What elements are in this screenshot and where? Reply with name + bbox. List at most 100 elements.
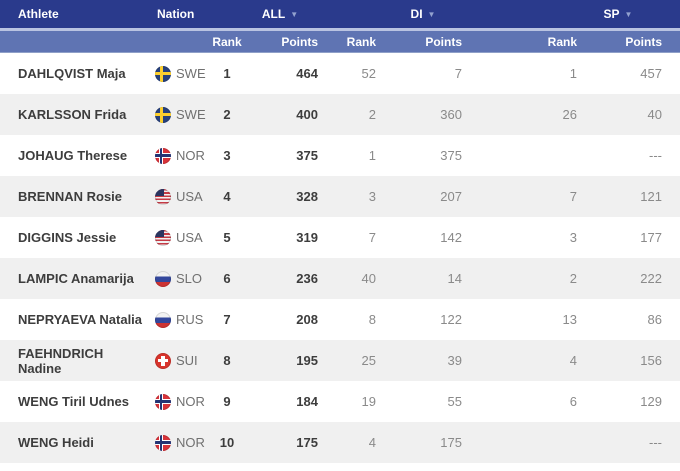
nation-cell: SWE: [148, 65, 212, 82]
all-rank-value: 2: [223, 107, 231, 122]
di-points-value: 375: [440, 148, 462, 163]
athlete-row[interactable]: LAMPIC Anamarija SLO 6 236 40 14 2 222: [0, 258, 680, 299]
athlete-row[interactable]: KARLSSON Frida SWE 2 400 2 360 26 40: [0, 94, 680, 135]
di-rank-value: 1: [368, 148, 376, 163]
athlete-row[interactable]: DAHLQVIST Maja SWE 1 464 52 7 1 457: [0, 53, 680, 94]
column-header-sp-sort[interactable]: SP ▼: [526, 7, 680, 21]
all-points-value: 319: [296, 230, 318, 245]
athlete-name: NEPRYAEVA Natalia: [18, 312, 143, 327]
all-points-value: 328: [296, 189, 318, 204]
sp-points-value: 40: [647, 107, 662, 122]
di-rank-value: 8: [368, 312, 376, 327]
nation-code: USA: [176, 189, 203, 204]
subheader-sp-points: Points: [625, 34, 662, 49]
flag-nor-icon: [155, 393, 171, 410]
sp-rank-value: 26: [562, 107, 577, 122]
athlete-name: KARLSSON Frida: [18, 107, 127, 122]
athlete-row[interactable]: JOHAUG Therese NOR 3 375 1 375 ---: [0, 135, 680, 176]
sp-points-value: 222: [640, 271, 662, 286]
all-points-value: 236: [296, 271, 318, 286]
flag-swe-icon: [155, 106, 171, 123]
sp-rank-value: 13: [562, 312, 577, 327]
nation-cell: NOR: [148, 393, 212, 410]
all-points-value: 464: [296, 66, 318, 81]
all-rank-value: 5: [223, 230, 231, 245]
di-rank-value: 2: [368, 107, 376, 122]
di-points-value: 14: [447, 271, 462, 286]
table-header-row: Athlete Nation ALL ▼ DI ▼ SP ▼: [0, 0, 680, 28]
nation-code: SUI: [176, 353, 198, 368]
di-points-value: 142: [440, 230, 462, 245]
athlete-row[interactable]: BRENNAN Rosie USA 4 328 3 207 7 121: [0, 176, 680, 217]
athlete-name: DIGGINS Jessie: [18, 230, 117, 245]
flag-usa-icon: [155, 229, 171, 246]
di-rank-value: 52: [361, 66, 376, 81]
nation-code: SWE: [176, 66, 206, 81]
athlete-name: DAHLQVIST Maja: [18, 66, 126, 81]
athlete-row[interactable]: NEPRYAEVA Natalia RUS 7 208 8 122 13 86: [0, 299, 680, 340]
di-points-value: 55: [447, 394, 462, 409]
flag-usa-icon: [155, 188, 171, 205]
subheader-sp-rank: Rank: [547, 34, 577, 49]
nation-cell: USA: [148, 188, 212, 205]
nation-code: SLO: [176, 271, 203, 286]
subheader-all-rank: Rank: [212, 34, 242, 49]
table-body: DAHLQVIST Maja SWE 1 464 52 7 1 457 KARL…: [0, 53, 680, 463]
athlete-row[interactable]: FAEHNDRICH Nadine SUI 8 195 25 39 4 156: [0, 340, 680, 381]
sp-points-value: 177: [640, 230, 662, 245]
flag-nor-icon: [155, 434, 171, 451]
all-points-value: 400: [296, 107, 318, 122]
nation-code: NOR: [176, 394, 205, 409]
sp-points-value: 121: [640, 189, 662, 204]
nation-cell: NOR: [148, 434, 212, 451]
di-label: DI: [410, 7, 423, 21]
sp-points-value: ---: [649, 148, 662, 163]
athlete-row[interactable]: WENG Tiril Udnes NOR 9 184 19 55 6 129: [0, 381, 680, 422]
athlete-name: FAEHNDRICH Nadine: [18, 345, 104, 376]
flag-nor-icon: [155, 147, 171, 164]
sp-points-value: 129: [640, 394, 662, 409]
di-rank-value: 40: [361, 271, 376, 286]
athlete-name: BRENNAN Rosie: [18, 189, 123, 204]
athlete-name: WENG Heidi: [18, 435, 94, 450]
di-points-value: 122: [440, 312, 462, 327]
di-points-value: 360: [440, 107, 462, 122]
athlete-row[interactable]: DIGGINS Jessie USA 5 319 7 142 3 177: [0, 217, 680, 258]
flag-swe-icon: [155, 65, 171, 82]
athlete-name: JOHAUG Therese: [18, 148, 128, 163]
nation-code: SWE: [176, 107, 206, 122]
column-header-all-sort[interactable]: ALL ▼: [212, 7, 320, 21]
athlete-row[interactable]: WENG Heidi NOR 10 175 4 175 ---: [0, 422, 680, 463]
athlete-name: LAMPIC Anamarija: [18, 271, 134, 286]
di-points-value: 207: [440, 189, 462, 204]
di-rank-value: 7: [368, 230, 376, 245]
caret-down-icon: ▼: [624, 10, 633, 19]
all-rank-value: 8: [223, 353, 231, 368]
nation-cell: NOR: [148, 147, 212, 164]
di-points-value: 7: [454, 66, 462, 81]
sp-points-value: 86: [647, 312, 662, 327]
di-rank-value: 3: [368, 189, 376, 204]
sp-rank-value: 6: [569, 394, 577, 409]
flag-rus-icon: [155, 311, 171, 328]
nation-cell: USA: [148, 229, 212, 246]
nation-cell: SLO: [148, 270, 212, 287]
flag-slo-icon: [155, 270, 171, 287]
all-label: ALL: [261, 7, 286, 21]
column-header-di-sort[interactable]: DI ▼: [320, 7, 526, 21]
all-points-value: 195: [296, 353, 318, 368]
sp-rank-value: 3: [569, 230, 577, 245]
sp-rank-value: 1: [569, 66, 577, 81]
di-points-value: 175: [440, 435, 462, 450]
subheader-di-rank: Rank: [346, 34, 376, 49]
sp-rank-value: 4: [569, 353, 577, 368]
caret-down-icon: ▼: [427, 10, 436, 19]
sp-rank-value: 2: [569, 271, 577, 286]
athlete-name: WENG Tiril Udnes: [18, 394, 129, 409]
nation-code: NOR: [176, 435, 205, 450]
di-rank-value: 4: [368, 435, 376, 450]
all-rank-value: 6: [223, 271, 231, 286]
sp-points-value: 156: [640, 353, 662, 368]
table-subheader-row: Rank Points Rank Points Rank Points: [0, 31, 680, 53]
